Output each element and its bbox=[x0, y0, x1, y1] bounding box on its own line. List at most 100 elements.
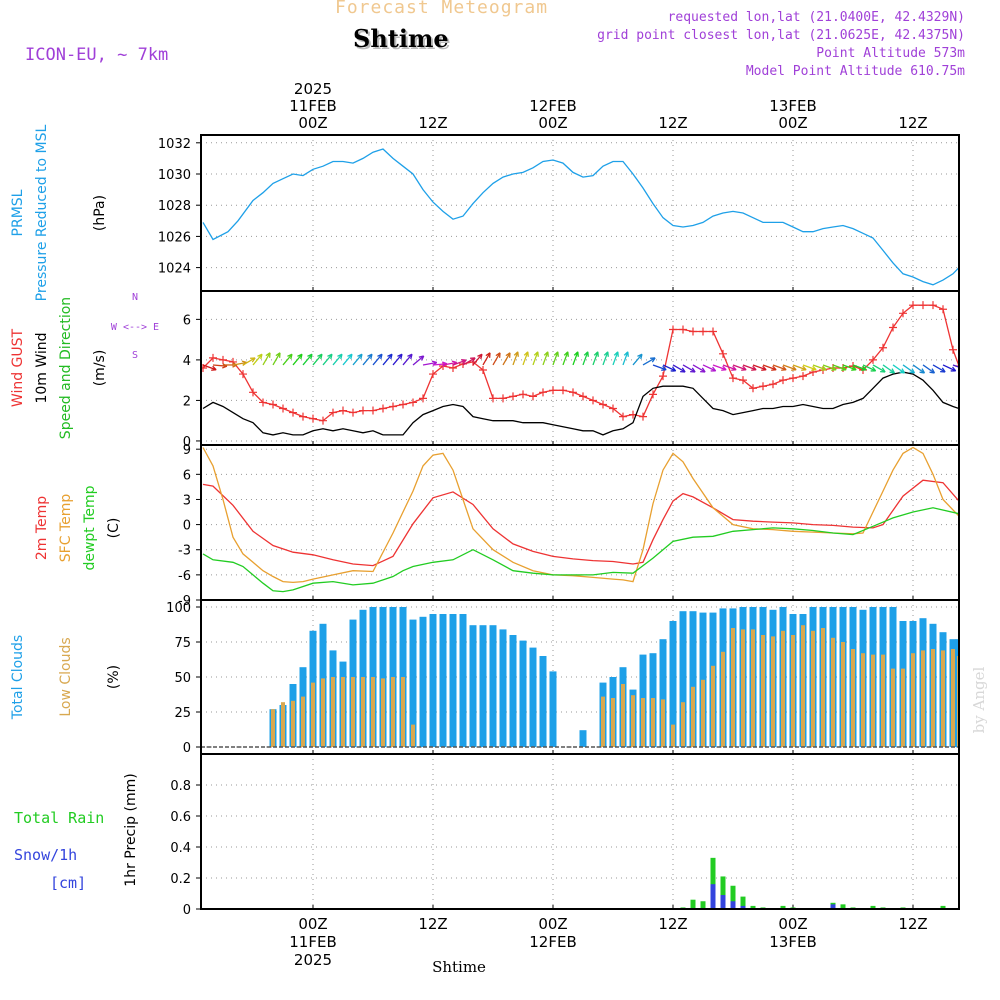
gust-marker bbox=[769, 380, 777, 389]
wind-arrowhead bbox=[791, 365, 797, 371]
bottom-time-label: 13FEB bbox=[769, 933, 816, 951]
wind-arrow bbox=[292, 353, 303, 366]
low_cloud-bar bbox=[771, 636, 775, 747]
bottom-time-label: 12Z bbox=[898, 915, 927, 933]
low_cloud-bar bbox=[761, 635, 765, 747]
wind-arrowhead bbox=[831, 365, 837, 371]
gust-marker bbox=[549, 386, 557, 395]
wind-arrowhead bbox=[870, 366, 877, 372]
wind-arrowhead bbox=[407, 353, 413, 360]
snow-bar bbox=[830, 904, 836, 909]
wind-arrowhead bbox=[690, 367, 696, 373]
total_cloud-bar bbox=[449, 614, 457, 747]
low_cloud-bar bbox=[301, 696, 305, 747]
snow-bar bbox=[710, 884, 716, 909]
wind-arrow bbox=[492, 352, 501, 366]
rain-bar bbox=[870, 905, 876, 909]
rain-bar bbox=[940, 905, 946, 909]
location-title: Shtime bbox=[353, 24, 449, 53]
wind-panel: 0 2 4 6 bbox=[183, 290, 960, 450]
y-tick-label: 2 bbox=[183, 394, 191, 409]
wind-arrow bbox=[552, 351, 559, 366]
gust-marker bbox=[489, 394, 497, 403]
wind-arrow bbox=[242, 357, 256, 366]
gust-marker bbox=[659, 372, 667, 381]
wind-arrow bbox=[732, 364, 747, 371]
top-time-label: 13FEB bbox=[769, 97, 816, 115]
wind-arrowhead bbox=[357, 353, 363, 360]
gust-marker bbox=[429, 370, 437, 379]
panel-frame bbox=[200, 753, 960, 910]
wind-plot bbox=[201, 301, 959, 436]
low_cloud-bar bbox=[381, 678, 385, 747]
gust-marker bbox=[399, 400, 407, 409]
wind-arrow bbox=[752, 364, 767, 371]
wind-arrow bbox=[822, 364, 837, 371]
total_cloud-bar bbox=[669, 621, 677, 747]
sfc-line bbox=[202, 446, 959, 584]
temperature-panel: -9 -6 -3 0 3 6 9 bbox=[178, 443, 960, 609]
wind-arrowhead bbox=[523, 351, 529, 357]
precip-panel: 0 0.2 0.4 0.6 0.8 bbox=[170, 753, 960, 918]
wind-arrow bbox=[722, 364, 737, 371]
wind-arrowhead bbox=[347, 353, 353, 360]
wind-arrow bbox=[362, 353, 373, 366]
low_cloud-bar bbox=[751, 629, 755, 747]
total_cloud-bar bbox=[519, 640, 527, 747]
wind-arrow bbox=[672, 364, 686, 373]
bottom-time-label: 12Z bbox=[418, 915, 447, 933]
wind-arrow bbox=[372, 353, 383, 366]
wind-arrow bbox=[852, 364, 867, 371]
gust-marker bbox=[389, 402, 397, 411]
low_cloud-bar bbox=[931, 649, 935, 747]
y-tick-label: 1024 bbox=[158, 262, 191, 277]
y-tick-label: 1028 bbox=[158, 199, 191, 214]
gust-marker bbox=[889, 323, 897, 332]
total_cloud-bar bbox=[0, 628, 7, 747]
wind-arrowhead bbox=[275, 352, 281, 358]
y-tick-label: 3 bbox=[183, 493, 191, 508]
gust-marker bbox=[799, 372, 807, 381]
gust-marker bbox=[639, 412, 647, 421]
wind-arrowhead bbox=[470, 357, 476, 363]
bottom-time-label: 12FEB bbox=[529, 933, 576, 951]
low_cloud-bar bbox=[611, 698, 615, 747]
y-tick-label: 9 bbox=[183, 443, 191, 458]
wind-arrow bbox=[452, 359, 467, 366]
gust-marker bbox=[949, 345, 957, 354]
snow-bar bbox=[740, 905, 746, 909]
top-time-label: 00Z bbox=[778, 114, 807, 132]
wind-arrow bbox=[592, 351, 599, 366]
wind-arrow bbox=[642, 357, 656, 366]
gust-marker bbox=[689, 327, 697, 336]
top-time-label: 11FEB bbox=[289, 97, 336, 115]
precip-plot bbox=[201, 857, 959, 909]
pressure-unit: (hPa) bbox=[92, 195, 108, 231]
wind-arrow bbox=[692, 364, 706, 373]
snow-bar bbox=[730, 901, 736, 909]
low_cloud-bar bbox=[631, 695, 635, 747]
wind-unit: (m/s) bbox=[92, 350, 108, 387]
wind-arrow bbox=[812, 364, 827, 371]
low_cloud-bar bbox=[391, 677, 395, 747]
wind-arrowhead bbox=[583, 351, 589, 357]
gust-marker bbox=[539, 388, 547, 397]
low_cloud-bar bbox=[811, 630, 815, 747]
wind-arrow bbox=[622, 351, 629, 366]
wind-arrow bbox=[872, 364, 886, 373]
gust-marker bbox=[509, 392, 517, 401]
bottom-time-label: 12Z bbox=[658, 915, 687, 933]
wind-line bbox=[202, 371, 959, 436]
total_cloud-bar bbox=[539, 656, 547, 747]
wind-arrowhead bbox=[543, 351, 549, 357]
wind-arrow bbox=[472, 353, 483, 366]
wind-arrow bbox=[272, 352, 281, 366]
wind-arrow bbox=[502, 352, 511, 366]
low_cloud-bar bbox=[831, 637, 835, 747]
low_cloud-bar bbox=[871, 654, 875, 747]
gust-marker bbox=[759, 382, 767, 391]
precip-unit-label: 1hr Precip (mm) bbox=[123, 773, 139, 886]
total_cloud-bar bbox=[529, 647, 537, 747]
wind-arrow bbox=[922, 364, 935, 374]
total_cloud-bar bbox=[499, 629, 507, 747]
